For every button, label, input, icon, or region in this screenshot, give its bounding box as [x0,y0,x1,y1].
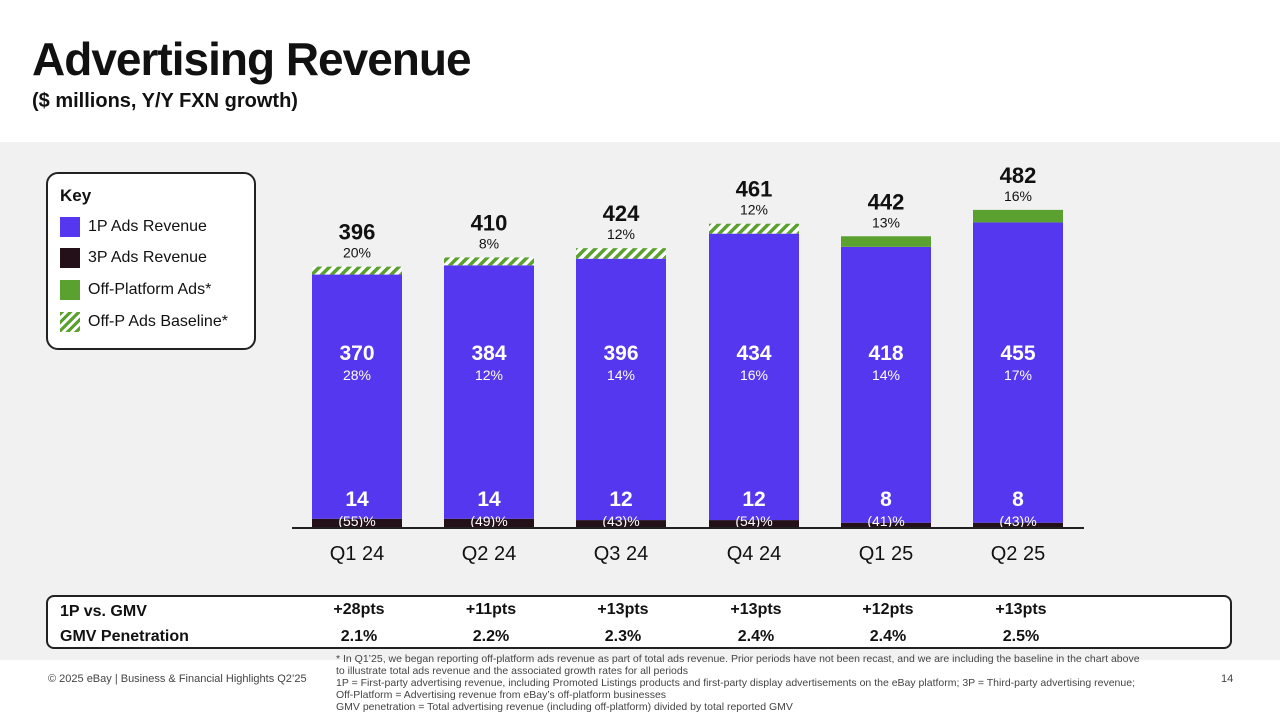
bar-1p-ads-revenue-q2-24 [444,265,534,518]
value-label-3p-q1-24: 14 [345,488,369,511]
gmv-pts-q3-24: +13pts [573,601,673,619]
value-label-1p-q1-24: 370 [339,342,374,365]
footnote-line: GMV penetration = Total advertising reve… [336,701,1216,713]
x-tick-label-q1-25: Q1 25 [859,543,913,565]
footnote-line: Off-Platform = Advertising revenue from … [336,689,1216,701]
footnote-line: * In Q1’25, we began reporting off-platf… [336,653,1216,665]
footnote-line: 1P = First-party advertising revenue, in… [336,677,1216,689]
gmv-pen-q4-24: 2.4% [706,628,806,646]
growth-label-3p-q2-25: (43)% [999,513,1036,529]
total-growth-label-q2-24: 8% [479,235,499,251]
gmv-penetration-label: GMV Penetration [60,628,189,646]
value-label-1p-q4-24: 434 [736,342,771,365]
gmv-pts-q1-24: +28pts [309,601,409,619]
growth-label-1p-q1-25: 14% [872,367,900,383]
copyright: © 2025 eBay | Business & Financial Highl… [48,673,307,685]
value-label-1p-q1-25: 418 [868,342,903,365]
value-label-1p-q2-24: 384 [471,342,506,365]
growth-label-3p-q1-25: (41)% [867,513,904,529]
gmv-pts-q2-24: +11pts [441,601,541,619]
growth-label-1p-q2-24: 12% [475,367,503,383]
x-tick-label-q2-25: Q2 25 [991,543,1045,565]
value-label-1p-q2-25: 455 [1000,342,1035,365]
bar-off-platform-ads-q1-25 [841,236,931,247]
growth-label-1p-q3-24: 14% [607,367,635,383]
bar-off-p-ads-baseline-q3-24 [576,248,666,259]
total-label-q1-24: 396 [339,220,376,245]
total-growth-label-q3-24: 12% [607,226,635,242]
x-tick-label-q1-24: Q1 24 [330,543,384,565]
value-label-3p-q2-25: 8 [1012,488,1024,511]
footnotes: * In Q1’25, we began reporting off-platf… [336,653,1216,713]
value-label-3p-q1-25: 8 [880,488,892,511]
growth-label-3p-q1-24: (55)% [338,513,375,529]
gmv-pts-q4-24: +13pts [706,601,806,619]
total-growth-label-q2-25: 16% [1004,188,1032,204]
value-label-3p-q4-24: 12 [742,488,765,511]
gmv-1p-label: 1P vs. GMV [60,603,147,621]
bar-off-p-ads-baseline-q2-24 [444,257,534,265]
gmv-pen-q3-24: 2.3% [573,628,673,646]
value-label-3p-q3-24: 12 [609,488,632,511]
bar-1p-ads-revenue-q1-25 [841,247,931,523]
growth-label-3p-q4-24: (54)% [735,513,772,529]
gmv-summary-box: 1P vs. GMV GMV Penetration +28pts +11pts… [46,595,1232,649]
value-label-1p-q3-24: 396 [603,342,638,365]
gmv-pen-q2-25: 2.5% [971,628,1071,646]
x-tick-label-q3-24: Q3 24 [594,543,648,565]
total-growth-label-q4-24: 12% [740,202,768,218]
gmv-pts-q1-25: +12pts [838,601,938,619]
growth-label-1p-q1-24: 28% [343,367,371,383]
x-tick-label-q2-24: Q2 24 [462,543,516,565]
total-label-q2-24: 410 [471,210,508,235]
x-tick-label-q4-24: Q4 24 [727,543,781,565]
bar-1p-ads-revenue-q1-24 [312,275,402,519]
gmv-pen-q1-24: 2.1% [309,628,409,646]
footnote-line: to illustrate total ads revenue and the … [336,665,1216,677]
total-growth-label-q1-24: 20% [343,245,371,261]
gmv-pen-q1-25: 2.4% [838,628,938,646]
total-label-q2-25: 482 [1000,163,1037,188]
growth-label-1p-q4-24: 16% [740,367,768,383]
total-growth-label-q1-25: 13% [872,214,900,230]
gmv-pen-q2-24: 2.2% [441,628,541,646]
bar-1p-ads-revenue-q3-24 [576,259,666,520]
growth-label-3p-q3-24: (43)% [602,513,639,529]
page-number: 14 [1221,673,1233,685]
total-label-q1-25: 442 [868,189,905,214]
bar-off-platform-ads-q2-25 [973,210,1063,223]
bar-off-p-ads-baseline-q4-24 [709,224,799,234]
bar-off-p-ads-baseline-q1-24 [312,267,402,275]
total-label-q4-24: 461 [736,177,773,202]
total-label-q3-24: 424 [603,201,640,226]
growth-label-1p-q2-25: 17% [1004,367,1032,383]
growth-label-3p-q2-24: (49)% [470,513,507,529]
gmv-pts-q2-25: +13pts [971,601,1071,619]
value-label-3p-q2-24: 14 [477,488,501,511]
